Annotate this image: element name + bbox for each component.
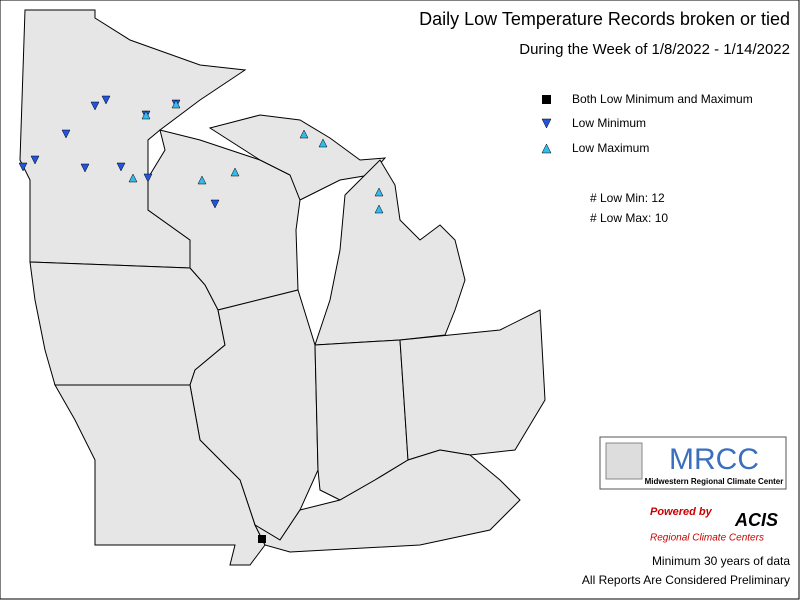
acis-logo: Powered by ACIS Regional Climate Centers — [650, 506, 778, 544]
low-min-marker — [210, 199, 220, 209]
rcc: Regional Climate Centers — [650, 533, 764, 544]
iowa — [29, 261, 226, 386]
logo-name: MRCC — [669, 443, 759, 476]
title: Daily Low Temperature Records broken or … — [419, 9, 790, 29]
low-min-marker — [18, 162, 28, 172]
low-max-marker — [230, 167, 240, 177]
low-max-marker — [374, 204, 384, 214]
powered-by: Powered by — [650, 506, 713, 518]
low-max-markers — [128, 99, 384, 214]
low-min-marker — [101, 95, 111, 105]
low-max-marker — [197, 175, 207, 185]
low-min-marker — [61, 129, 71, 139]
low-max-marker — [318, 138, 328, 148]
low-min-marker — [80, 163, 90, 173]
low-max-marker — [299, 129, 309, 139]
michigan-lower — [314, 159, 466, 346]
low-max-marker — [141, 110, 151, 120]
legend-label: Low Minimum — [572, 116, 646, 130]
low-min-marker — [143, 173, 153, 183]
legend-label: Low Maximum — [572, 141, 649, 155]
states — [19, 9, 546, 566]
mrcc-logo: MRCC Midwestern Regional Climate Center — [599, 436, 787, 490]
count-label: # Low Min: 12 — [590, 191, 665, 205]
missouri — [54, 384, 266, 566]
low-max-marker — [128, 173, 138, 183]
subtitle: During the Week of 1/8/2022 - 1/14/2022 — [519, 41, 790, 58]
kentucky — [253, 449, 521, 553]
low-min-marker — [30, 155, 40, 165]
logo-map — [605, 442, 643, 480]
minnesota — [19, 9, 247, 269]
legend-swatch — [541, 118, 552, 129]
both-marker — [258, 535, 266, 543]
legend-swatch — [541, 143, 552, 154]
low-max-marker — [374, 187, 384, 197]
low-min-marker — [90, 101, 100, 111]
legend-swatch — [542, 95, 551, 104]
logo-full-name: Midwestern Regional Climate Center — [645, 477, 784, 486]
acis: ACIS — [734, 510, 778, 530]
footer-note: Minimum 30 years of data — [652, 554, 790, 568]
low-max-marker — [171, 99, 181, 109]
count-label: # Low Max: 10 — [590, 211, 668, 225]
low-min-marker — [116, 162, 126, 172]
footer-note: All Reports Are Considered Preliminary — [582, 573, 790, 587]
legend-label: Both Low Minimum and Maximum — [572, 92, 753, 106]
